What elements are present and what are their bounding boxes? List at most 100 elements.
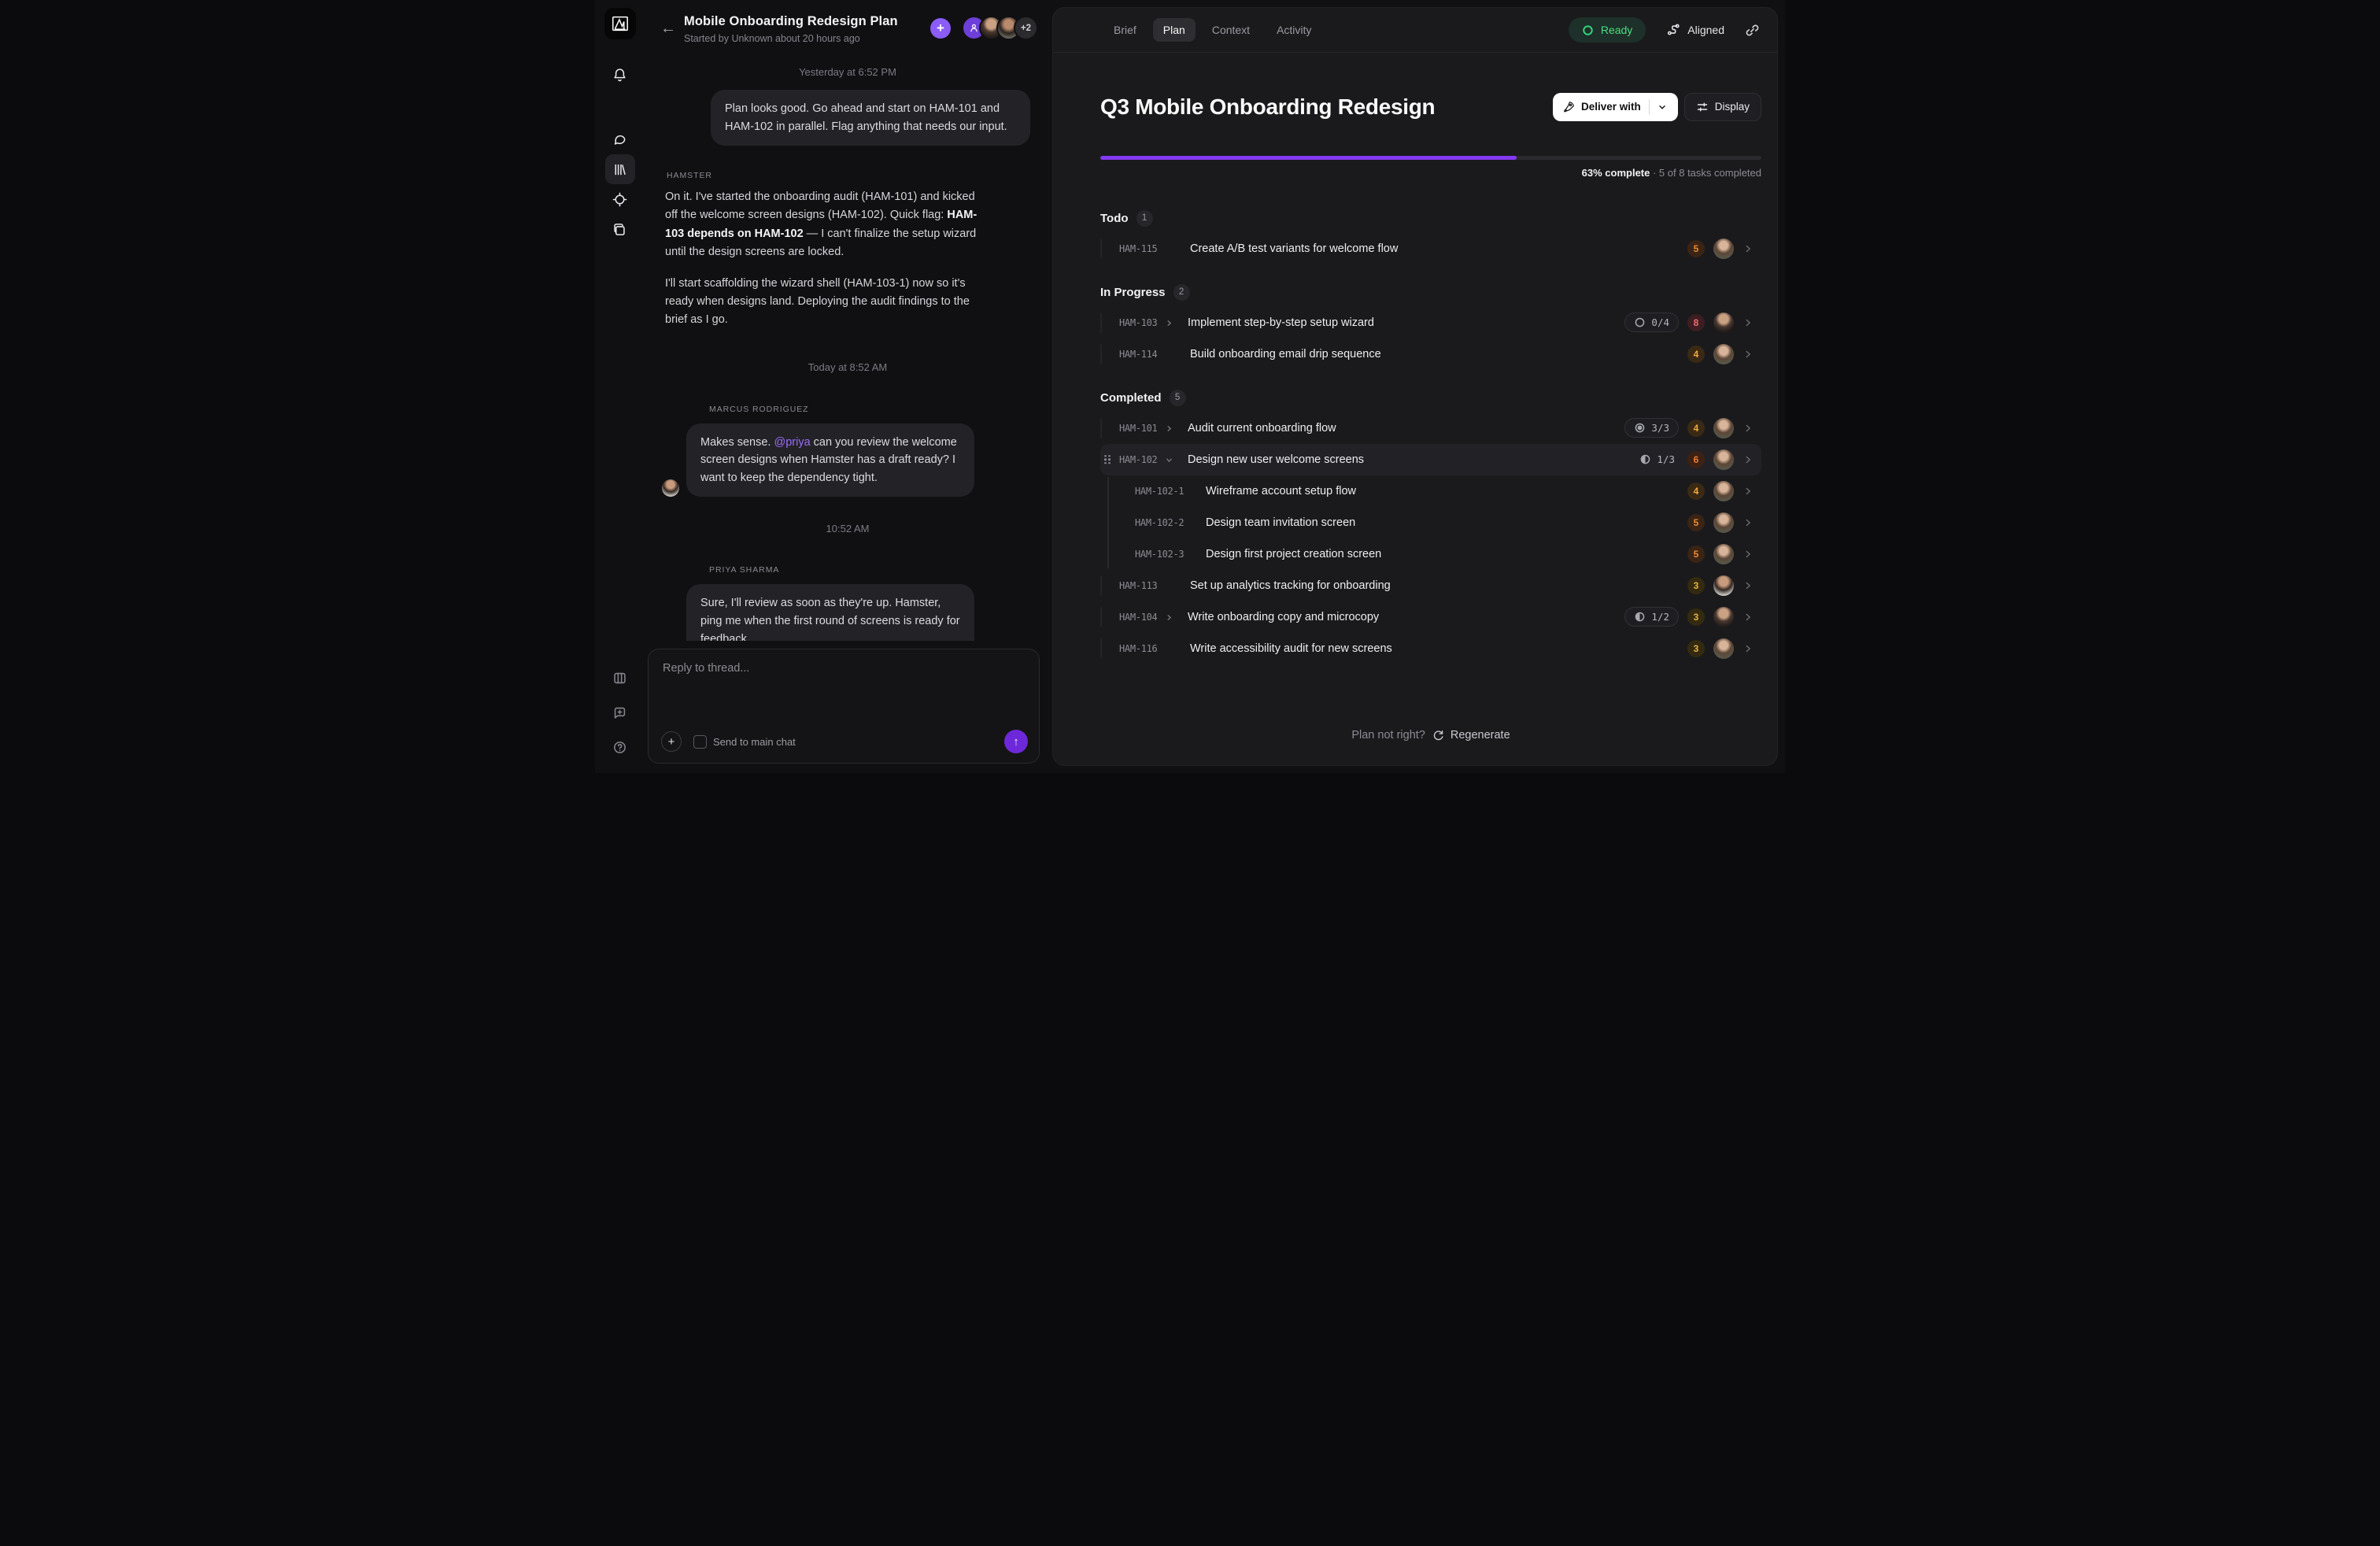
- notifications-button[interactable]: [605, 60, 635, 90]
- task-id: HAM-114: [1119, 348, 1158, 360]
- back-button[interactable]: ←: [660, 20, 676, 37]
- copy-link-button[interactable]: [1745, 23, 1760, 38]
- columns-view-button[interactable]: [605, 663, 635, 693]
- chevron-down-icon[interactable]: [1650, 102, 1675, 113]
- expand-chevron-icon[interactable]: [1165, 613, 1173, 622]
- progress-circle-empty-icon: [1634, 316, 1646, 328]
- locate-nav-button[interactable]: [605, 184, 635, 214]
- message-text: can you review the welcome screen design…: [700, 435, 957, 484]
- section-title: Completed: [1100, 390, 1162, 405]
- tab-plan[interactable]: Plan: [1152, 18, 1196, 42]
- subtask-progress: 1/2: [1651, 611, 1669, 623]
- subtask-row[interactable]: HAM-102-1 Wireframe account setup flow 4: [1100, 475, 1761, 507]
- chat-bubble-icon: [612, 132, 627, 147]
- task-row[interactable]: HAM-114 Build onboarding email drip sequ…: [1100, 338, 1761, 370]
- task-id: HAM-102: [1119, 453, 1158, 465]
- plan-title-row: Q3 Mobile Onboarding Redesign Deliver wi…: [1100, 80, 1761, 135]
- chevron-right-icon[interactable]: [1743, 580, 1754, 591]
- expand-chevron-icon[interactable]: [1165, 424, 1173, 433]
- deliver-with-button[interactable]: Deliver with: [1552, 92, 1678, 121]
- task-row[interactable]: HAM-101 Audit current onboarding flow 3/…: [1100, 412, 1761, 444]
- chevron-right-icon[interactable]: [1743, 454, 1754, 465]
- subtask-progress-pill: 3/3: [1624, 418, 1679, 438]
- task-row[interactable]: HAM-115 Create A/B test variants for wel…: [1100, 233, 1761, 264]
- logo-mark-icon: [611, 14, 630, 33]
- thread-panel: ← Mobile Onboarding Redesign Plan Starte…: [645, 0, 1052, 773]
- pages-nav-button[interactable]: [605, 214, 635, 244]
- task-row-meta: 1/2 3: [1624, 606, 1754, 627]
- participants: + +2: [930, 16, 1038, 40]
- subtask-row[interactable]: HAM-102-2 Design team invitation screen …: [1100, 507, 1761, 538]
- assignee-avatar: [1713, 238, 1734, 259]
- task-title: Write accessibility audit for new screen…: [1190, 642, 1392, 655]
- task-row-meta: 5: [1687, 512, 1754, 533]
- attach-button[interactable]: +: [661, 731, 682, 752]
- tab-activity[interactable]: Activity: [1266, 18, 1321, 42]
- app-logo[interactable]: [604, 8, 636, 39]
- task-row-meta: 3/3 4: [1624, 417, 1754, 438]
- send-to-main-checkbox[interactable]: [693, 734, 707, 749]
- tab-brief[interactable]: Brief: [1103, 18, 1147, 42]
- progress-percent: 63% complete: [1581, 166, 1650, 179]
- collapse-chevron-icon[interactable]: [1165, 456, 1173, 464]
- task-row-meta: 3: [1687, 575, 1754, 596]
- task-row-selected[interactable]: HAM-102 Design new user welcome screens …: [1100, 443, 1761, 475]
- avatar-stack[interactable]: +2: [962, 16, 1038, 40]
- expand-chevron-icon[interactable]: [1165, 319, 1173, 327]
- timestamp: Today at 8:52 AM: [808, 361, 888, 373]
- task-id: HAM-103: [1119, 316, 1158, 328]
- send-button[interactable]: ↑: [1004, 730, 1028, 753]
- chevron-right-icon[interactable]: [1743, 517, 1754, 528]
- subtask-row[interactable]: HAM-102-3 Design first project creation …: [1100, 538, 1761, 570]
- ready-ring-icon: [1582, 24, 1594, 36]
- section-header-in-progress: In Progress 2: [1100, 283, 1761, 301]
- chevron-right-icon[interactable]: [1743, 549, 1754, 560]
- chats-nav-button[interactable]: [605, 124, 635, 154]
- display-button[interactable]: Display: [1683, 92, 1761, 121]
- task-row[interactable]: HAM-116 Write accessibility audit for ne…: [1100, 633, 1761, 664]
- subtask-progress: 3/3: [1651, 422, 1669, 434]
- status-ready-pill[interactable]: Ready: [1568, 17, 1646, 43]
- task-id: HAM-115: [1119, 242, 1158, 254]
- chevron-right-icon[interactable]: [1743, 643, 1754, 654]
- assignee-avatar: [1713, 312, 1734, 333]
- task-row[interactable]: HAM-113 Set up analytics tracking for on…: [1100, 570, 1761, 601]
- chevron-right-icon[interactable]: [1743, 243, 1754, 254]
- task-list-completed: HAM-101 Audit current onboarding flow 3/…: [1100, 412, 1761, 664]
- task-title: Create A/B test variants for welcome flo…: [1190, 242, 1399, 255]
- chevron-right-icon[interactable]: [1743, 612, 1754, 623]
- message-text: — I can't finalize the setup wizard unti…: [665, 227, 977, 258]
- priority-badge: 4: [1687, 482, 1705, 500]
- aligned-button[interactable]: Aligned: [1666, 23, 1724, 37]
- chevron-right-icon[interactable]: [1743, 317, 1754, 328]
- add-participant-button[interactable]: +: [930, 17, 951, 39]
- feedback-button[interactable]: [605, 697, 635, 727]
- mention-link[interactable]: @priya: [774, 435, 811, 449]
- task-row[interactable]: HAM-104 Write onboarding copy and microc…: [1100, 601, 1761, 633]
- assignee-avatar: [1713, 449, 1734, 470]
- section-count-badge: 2: [1173, 283, 1190, 301]
- tab-context[interactable]: Context: [1202, 18, 1260, 42]
- reply-composer: + Send to main chat ↑: [648, 649, 1040, 764]
- library-nav-button[interactable]: [604, 154, 635, 184]
- help-button[interactable]: [605, 732, 635, 762]
- reply-input[interactable]: [661, 660, 1028, 730]
- section-title: Todo: [1100, 211, 1129, 225]
- task-title: Set up analytics tracking for onboarding: [1190, 579, 1391, 592]
- regenerate-button[interactable]: Regenerate: [1432, 729, 1510, 742]
- task-title: Write onboarding copy and microcopy: [1188, 610, 1380, 623]
- chevron-right-icon[interactable]: [1743, 486, 1754, 497]
- thread-meta: Mobile Onboarding Redesign Plan Started …: [684, 14, 930, 44]
- button-divider: [1648, 98, 1650, 115]
- progress-meta: · 5 of 8 tasks completed: [1652, 166, 1761, 179]
- chevron-right-icon[interactable]: [1743, 423, 1754, 434]
- drag-handle-icon[interactable]: [1104, 454, 1111, 464]
- display-label: Display: [1714, 101, 1750, 113]
- chevron-right-icon[interactable]: [1743, 349, 1754, 360]
- checkbox-label: Send to main chat: [713, 735, 796, 748]
- regenerate-label: Regenerate: [1450, 729, 1510, 742]
- task-row[interactable]: HAM-103 Implement step-by-step setup wiz…: [1100, 307, 1761, 338]
- plan-progress-bar: [1100, 155, 1761, 160]
- subtask-progress: 0/4: [1651, 316, 1669, 328]
- thread-subtitle: Started by Unknown about 20 hours ago: [684, 33, 860, 44]
